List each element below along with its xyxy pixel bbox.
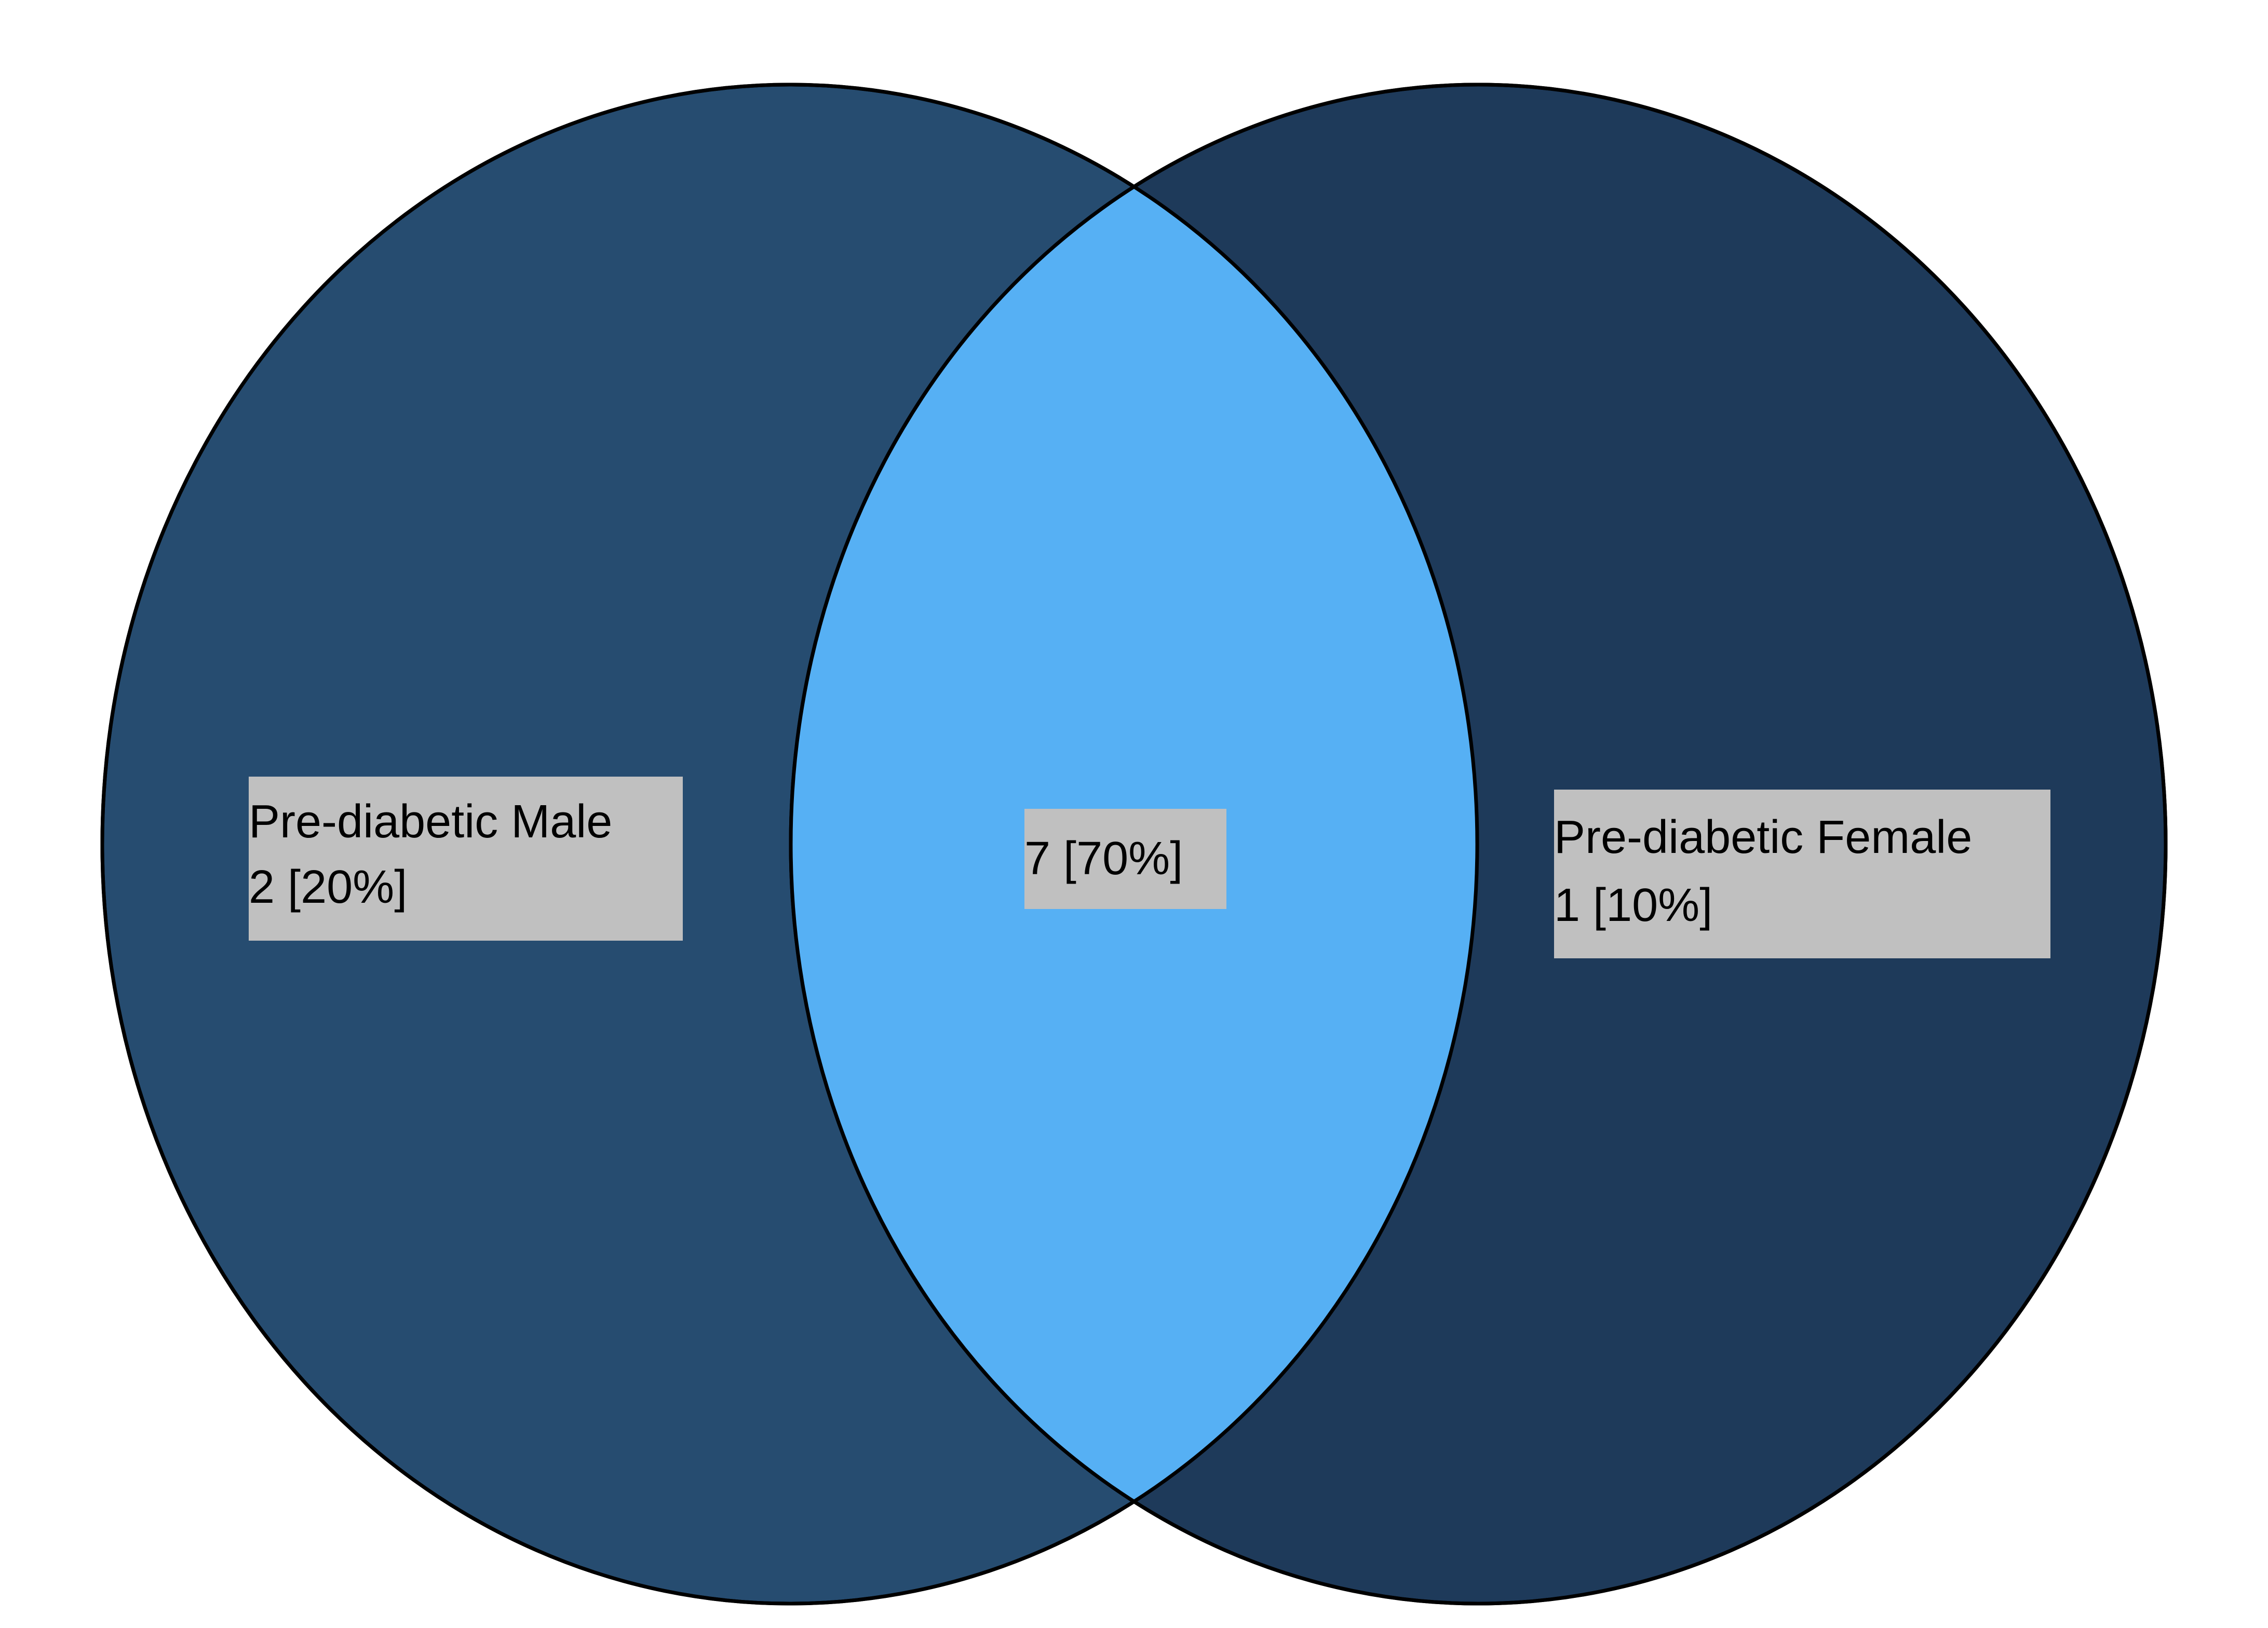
set-label-pre-diabetic-male: Pre-diabetic Male 2 [20%]	[249, 777, 683, 941]
set-label-pre-diabetic-female: Pre-diabetic Female 1 [10%]	[1554, 790, 2050, 958]
set-value-pre-diabetic-male: 2 [20%]	[249, 861, 408, 913]
set-outline-pre-diabetic-male	[100, 83, 1479, 1606]
intersection-value: 7 [70%]	[1024, 833, 1183, 885]
set-value-pre-diabetic-female: 1 [10%]	[1554, 879, 1713, 931]
intersection-label: 7 [70%]	[1024, 809, 1226, 909]
set-outline-pre-diabetic-female	[789, 83, 2168, 1606]
set-name-pre-diabetic-female: Pre-diabetic Female	[1554, 811, 1973, 863]
intersection-region	[791, 85, 1477, 1604]
set-name-pre-diabetic-male: Pre-diabetic Male	[249, 796, 613, 848]
